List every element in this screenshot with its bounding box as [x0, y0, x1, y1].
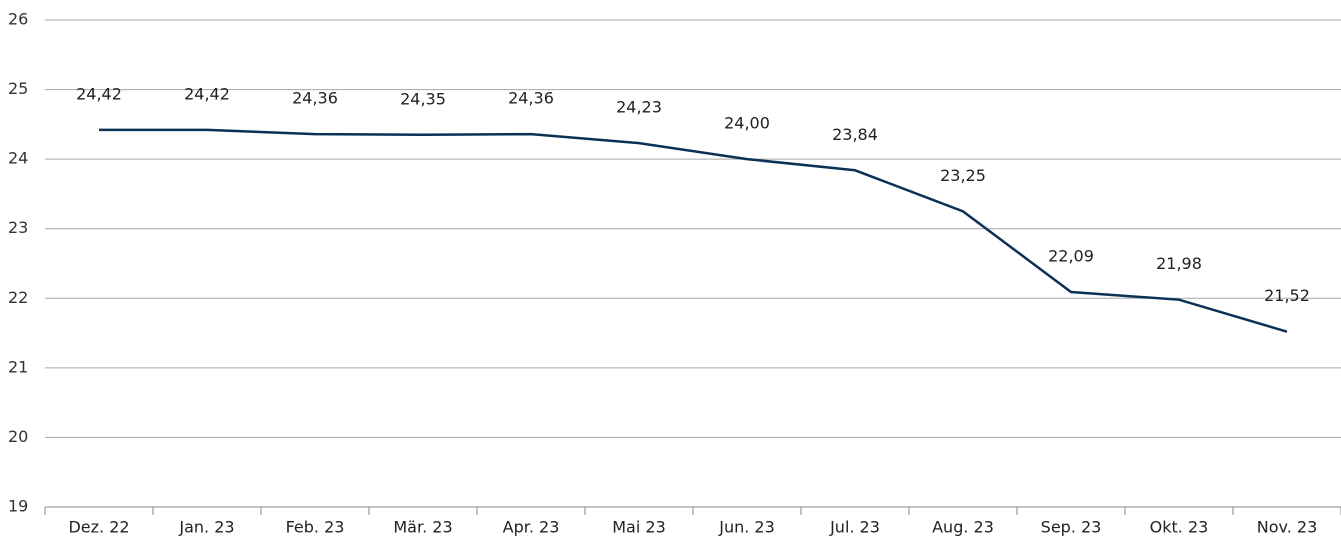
- data-label: 23,84: [832, 125, 878, 144]
- x-tick-label: Mai 23: [612, 518, 666, 537]
- data-label: 24,42: [76, 84, 122, 103]
- data-label: 23,25: [940, 166, 986, 185]
- x-tick-label: Feb. 23: [286, 518, 345, 537]
- x-tick-label: Mär. 23: [393, 518, 452, 537]
- y-tick-label: 26: [8, 10, 28, 29]
- x-tick-label: Jun. 23: [718, 518, 775, 537]
- x-tick-label: Jul. 23: [829, 518, 880, 537]
- y-tick-label: 24: [8, 149, 28, 168]
- data-label: 24,35: [400, 89, 446, 108]
- data-label: 21,52: [1264, 286, 1310, 305]
- data-label: 24,36: [508, 89, 554, 108]
- x-tick-label: Sep. 23: [1041, 518, 1102, 537]
- y-tick-label: 19: [8, 497, 28, 516]
- x-tick-label: Jan. 23: [178, 518, 234, 537]
- y-tick-label: 21: [8, 357, 28, 376]
- y-tick-label: 20: [8, 427, 28, 446]
- x-tick-label: Apr. 23: [503, 518, 560, 537]
- y-tick-label: 25: [8, 79, 28, 98]
- y-tick-label: 22: [8, 288, 28, 307]
- data-label: 24,36: [292, 89, 338, 108]
- data-label: 21,98: [1156, 254, 1202, 273]
- data-label: 24,42: [184, 84, 230, 103]
- data-label: 22,09: [1048, 247, 1094, 266]
- y-tick-label: 23: [8, 218, 28, 237]
- x-tick-label: Aug. 23: [932, 518, 994, 537]
- line: [99, 128, 1288, 333]
- data-label: 24,00: [724, 114, 770, 133]
- x-tick-label: Nov. 23: [1257, 518, 1318, 537]
- x-tick-label: Dez. 22: [68, 518, 129, 537]
- x-tick-label: Okt. 23: [1150, 518, 1209, 537]
- data-label: 24,23: [616, 98, 662, 117]
